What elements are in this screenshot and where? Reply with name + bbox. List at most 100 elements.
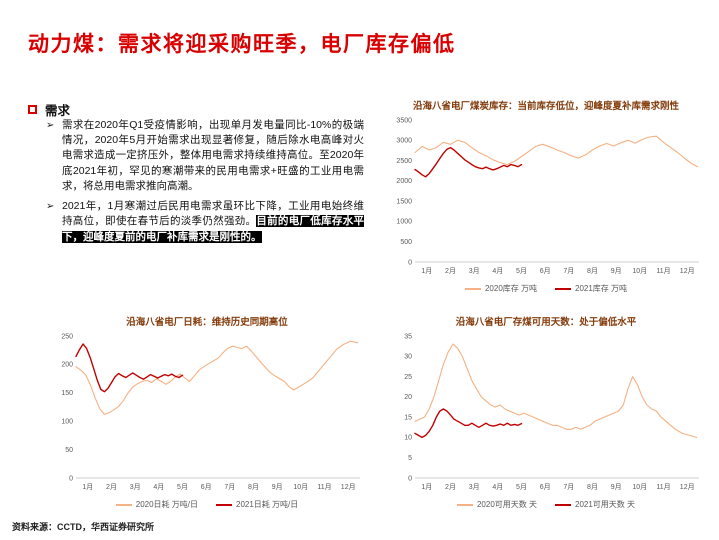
svg-text:500: 500 <box>400 239 412 246</box>
svg-text:3月: 3月 <box>469 267 480 275</box>
legend-line-icon <box>456 503 473 506</box>
bullet-item: ➢ 需求在2020年Q1受疫情影响，出现单月发电量同比-10%的极端情况，202… <box>46 118 364 194</box>
svg-text:10月: 10月 <box>632 267 647 275</box>
section-heading-label: 需求 <box>45 104 71 118</box>
legend-item: 2020库存 万吨 <box>464 284 537 293</box>
legend-item: 2021日耗 万吨/日 <box>216 500 298 509</box>
svg-text:35: 35 <box>404 333 412 340</box>
chart-title: 沿海八省电厂煤炭库存：当前库存低位，迎峰度夏补库需求刚性 <box>412 101 679 112</box>
svg-text:10: 10 <box>404 435 412 442</box>
svg-text:12月: 12月 <box>680 483 695 491</box>
bullet-text-block: 需求在2020年Q1受疫情影响，出现单月发电量同比-10%的极端情况，2020年… <box>62 118 364 194</box>
svg-text:8月: 8月 <box>587 483 598 491</box>
svg-text:5月: 5月 <box>177 483 188 491</box>
svg-text:7月: 7月 <box>563 483 574 491</box>
svg-text:7月: 7月 <box>224 483 235 491</box>
svg-text:150: 150 <box>61 390 73 397</box>
legend-line-icon <box>555 287 571 290</box>
bullet-text: 2021年，1月寒潮过后民用电需求虽环比下降，工业用电始终维持高位，即使在春节后… <box>62 200 364 228</box>
svg-text:2000: 2000 <box>396 178 412 185</box>
square-bullet-icon <box>28 105 37 114</box>
legend-item: 2020日耗 万吨/日 <box>115 500 198 509</box>
legend-line-icon <box>216 503 232 506</box>
coal-inventory-svg: 0 500 1000 1500 2000 2500 3000 3500 1月 2月 3月 4月 5月 6月… <box>396 117 699 275</box>
svg-text:1000: 1000 <box>396 219 412 226</box>
svg-text:2月: 2月 <box>106 483 117 491</box>
svg-text:10月: 10月 <box>293 483 308 491</box>
daily-consumption-svg: 0 50 100 150 200 250 1月 2月 3月 4月 5月 6月 7月 8月 9月 10月 11月 1… <box>61 333 360 491</box>
svg-text:4月: 4月 <box>153 483 164 491</box>
svg-text:8月: 8月 <box>587 267 598 275</box>
svg-text:2500: 2500 <box>396 158 412 165</box>
source-note: 资料来源：CCTD，华西证券研究所 <box>12 522 154 532</box>
svg-text:6月: 6月 <box>201 483 212 491</box>
svg-text:4月: 4月 <box>492 483 503 491</box>
svg-text:5月: 5月 <box>516 267 527 275</box>
svg-text:3月: 3月 <box>130 483 141 491</box>
svg-text:1月: 1月 <box>82 483 93 491</box>
svg-text:11月: 11月 <box>317 483 331 491</box>
svg-text:1月: 1月 <box>421 483 432 491</box>
svg-text:50: 50 <box>65 447 73 454</box>
legend-label: 2021可用天数 天 <box>575 500 636 509</box>
bullet-item: ➢ 2021年，1月寒潮过后民用电需求虽环比下降，工业用电始终维持高位，即使在春… <box>46 199 365 245</box>
svg-text:5月: 5月 <box>516 483 527 491</box>
available-days-plot: 0 5 10 15 20 25 30 35 1月 2月 3月 4月 5月 6月 7月 8月 9月 10月 11月 12… <box>385 330 707 497</box>
svg-text:20: 20 <box>404 394 412 401</box>
legend-label: 2020库存 万吨 <box>484 284 537 293</box>
legend-label: 2021日耗 万吨/日 <box>236 500 299 509</box>
chart-daily-consumption: 沿海八省电厂日耗：维持历史同期高位 0 50 100 150 200 250 1月 2月 3月 4… <box>46 314 368 510</box>
available-days-svg: 0 5 10 15 20 25 30 35 1月 2月 3月 4月 5月 6月 7月 8月 9月 10月 11月 12… <box>404 333 699 491</box>
svg-text:5: 5 <box>408 455 412 462</box>
chart-legend: 2020可用天数 天 2021可用天数 天 <box>385 499 707 510</box>
arrow-bullet-icon: ➢ <box>46 120 55 131</box>
svg-text:2月: 2月 <box>445 483 456 491</box>
arrow-bullet-icon: ➢ <box>46 201 55 213</box>
svg-text:9月: 9月 <box>611 267 622 275</box>
chart-coal-inventory: 沿海八省电厂煤炭库存：当前库存低位，迎峰度夏补库需求刚性 0 500 1000 150… <box>385 98 707 294</box>
svg-text:8月: 8月 <box>248 483 259 491</box>
chart-title: 沿海八省电厂日耗：维持历史同期高位 <box>126 317 288 328</box>
demand-bullet-list: ➢ 需求在2020年Q1受疫情影响，出现单月发电量同比-10%的极端情况，202… <box>46 118 365 250</box>
svg-text:3月: 3月 <box>469 483 480 491</box>
svg-text:0: 0 <box>408 475 412 482</box>
svg-text:12月: 12月 <box>680 267 695 275</box>
svg-text:250: 250 <box>61 333 73 340</box>
legend-label: 2021库存 万吨 <box>575 284 628 293</box>
svg-text:0: 0 <box>408 259 412 266</box>
svg-text:9月: 9月 <box>272 483 283 491</box>
svg-text:11月: 11月 <box>656 267 670 275</box>
chart-title: 沿海八省电厂存煤可用天数：处于偏低水平 <box>455 317 637 328</box>
svg-text:30: 30 <box>404 354 412 361</box>
svg-text:7月: 7月 <box>563 267 574 275</box>
svg-text:25: 25 <box>404 374 412 381</box>
svg-text:11月: 11月 <box>656 483 670 491</box>
demand-section-heading: 需求 <box>28 100 70 119</box>
daily-consumption-plot: 0 50 100 150 200 250 1月 2月 3月 4月 5月 6月 7月 8月 9月 10月 11月 1… <box>46 330 368 497</box>
slide-title: 动力煤：需求将迎采购旺季，电厂库存偏低 <box>28 33 456 56</box>
legend-label: 2020日耗 万吨/日 <box>135 500 198 509</box>
bullet-text: 需求在2020年Q1受疫情影响，出现单月发电量同比-10%的极端情况，2020年… <box>62 119 364 192</box>
svg-text:3000: 3000 <box>396 138 412 145</box>
svg-text:3500: 3500 <box>396 117 412 124</box>
svg-text:100: 100 <box>61 419 73 426</box>
svg-text:12月: 12月 <box>341 483 356 491</box>
svg-text:4月: 4月 <box>492 267 503 275</box>
svg-text:0: 0 <box>69 475 73 482</box>
svg-text:10月: 10月 <box>632 483 647 491</box>
coal-inventory-plot: 0 500 1000 1500 2000 2500 3000 3500 1月 2月 3月 4月 5月 6月… <box>385 114 707 281</box>
legend-line-icon <box>555 503 571 506</box>
legend-label: 2020可用天数 天 <box>476 500 537 509</box>
legend-item: 2020可用天数 天 <box>456 500 537 509</box>
legend-line-icon <box>115 503 132 506</box>
svg-text:1500: 1500 <box>396 198 412 205</box>
svg-text:6月: 6月 <box>540 267 551 275</box>
svg-text:9月: 9月 <box>611 483 622 491</box>
svg-text:2月: 2月 <box>445 267 456 275</box>
legend-item: 2021可用天数 天 <box>555 500 635 509</box>
legend-line-icon <box>464 287 481 290</box>
legend-item: 2021库存 万吨 <box>555 284 627 293</box>
svg-text:1月: 1月 <box>421 267 432 275</box>
svg-text:15: 15 <box>404 414 412 421</box>
